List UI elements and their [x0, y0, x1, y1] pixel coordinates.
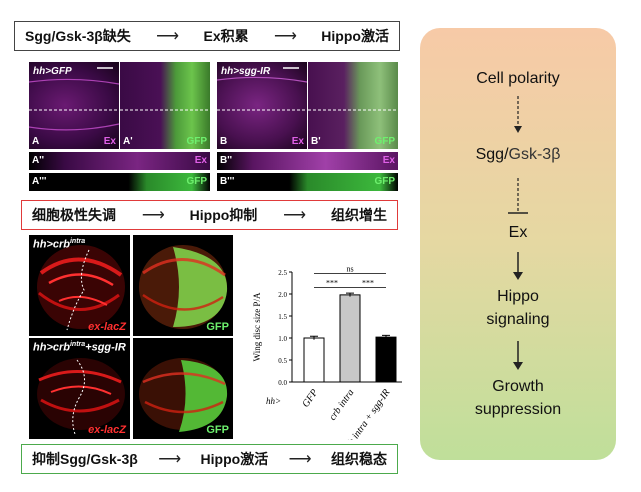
arrow-icon: ⟶	[273, 28, 297, 45]
panel-letter: A''	[32, 155, 44, 166]
section-strip-A3: A''' GFP	[29, 173, 210, 191]
channel-label: GFP	[206, 424, 229, 436]
panel-letter: B''	[220, 155, 232, 166]
panel-letter: A'''	[32, 176, 47, 187]
channel-label: Ex	[194, 155, 207, 166]
top-banner-mid: Ex积累	[203, 28, 249, 44]
panel-letter: A	[32, 136, 40, 147]
section-strip-A2: A'' Ex	[29, 152, 210, 170]
flow-step-hippo: Hippo	[497, 288, 539, 305]
section-strip-B3: B''' GFP	[217, 173, 398, 191]
flow-step-ex: Ex	[508, 224, 528, 241]
channel-label: GFP	[186, 176, 207, 187]
image-panel-crb-gfp: GFP	[133, 235, 233, 336]
y-tick-label: 0.0	[278, 379, 287, 387]
arrow-icon: ⟶	[283, 207, 306, 224]
flow-step-sgg: Sgg/Gsk-3β	[475, 146, 561, 163]
flow-step-cell-polarity: Cell polarity	[476, 70, 560, 87]
x-tick-label: GFP	[300, 387, 320, 409]
panel-letter: B'	[311, 136, 321, 147]
top-banner-cause: Sgg/Gsk-3β缺失	[25, 28, 131, 44]
genotype-label: hh>GFP	[33, 66, 72, 77]
channel-label: Ex	[291, 136, 304, 147]
y-tick-label: 1.5	[278, 313, 287, 321]
panel-letter: B	[220, 136, 228, 147]
bottom-banner-effect: 组织稳态	[330, 451, 387, 467]
bottom-banner: 抑制Sgg/Gsk-3β ⟶ Hippo激活 ⟶ 组织稳态	[21, 444, 398, 474]
significance-label: ns	[346, 264, 353, 273]
y-axis-label: Wing disc size P/A	[252, 292, 262, 361]
significance-label: ***	[362, 278, 374, 287]
genotype-label: hh>crbintra	[33, 238, 86, 251]
section-strip-B2: B'' Ex	[217, 152, 398, 170]
channel-label: Ex	[103, 136, 116, 147]
mid-banner-mid: Hippo抑制	[189, 207, 258, 223]
y-tick-label: 2.5	[278, 269, 287, 277]
x-tick-label: crb intra	[327, 387, 356, 422]
signaling-flow-diagram: Cell polarity Sgg/Gsk-3β Ex Hippo signal…	[420, 28, 616, 460]
arrow-icon: ⟶	[288, 451, 312, 468]
bottom-banner-mid: Hippo激活	[200, 451, 269, 467]
y-tick-label: 2.0	[278, 291, 287, 299]
image-panel-B1: B' GFP	[308, 62, 398, 149]
channel-label: GFP	[186, 136, 207, 147]
wing-disc-size-chart: 0.0 0.5 1.0 1.5 2.0 2.5 Wing disc size P/A GFP c…	[252, 264, 402, 440]
arrow-icon: ⟶	[156, 28, 179, 45]
top-banner: Sgg/Gsk-3β缺失 ⟶ Ex积累 ⟶ Hippo激活	[14, 21, 400, 51]
arrow-icon: ⟶	[158, 451, 181, 468]
flow-step-growth: Growth	[492, 378, 544, 395]
stain-label: ex-lacZ	[88, 321, 126, 333]
mid-banner-effect: 组织增生	[330, 207, 387, 223]
stain-label: ex-lacZ	[88, 424, 126, 436]
image-panel-crb-exlacz: hh>crbintra ex-lacZ	[29, 235, 130, 336]
image-panel-A1: A' GFP	[120, 62, 210, 149]
bar	[375, 336, 397, 383]
panel-letter: B'''	[220, 176, 235, 187]
image-panel-B: hh>sgg-IR B Ex	[217, 62, 307, 149]
arrow-icon: ⟶	[141, 207, 165, 224]
panel-letter: A'	[123, 136, 133, 147]
image-panel-A: hh>GFP A Ex	[29, 62, 119, 149]
y-tick-label: 1.0	[278, 335, 287, 343]
bar	[303, 337, 325, 383]
mid-banner: 细胞极性失调 ⟶ Hippo抑制 ⟶ 组织增生	[21, 200, 398, 230]
top-banner-effect: Hippo激活	[321, 28, 389, 44]
channel-label: GFP	[374, 136, 395, 147]
flow-step-suppression: suppression	[474, 401, 562, 418]
image-panel-crb-sgg-gfp: GFP	[133, 338, 233, 439]
genotype-label: hh>crbintra+sgg-IR	[33, 341, 126, 354]
x-prefix-label: hh>	[266, 396, 281, 406]
y-tick-label: 0.5	[278, 357, 287, 365]
channel-label: GFP	[206, 321, 229, 333]
channel-label: GFP	[374, 176, 395, 187]
image-panel-crb-sgg-exlacz: hh>crbintra+sgg-IR ex-lacZ	[29, 338, 130, 439]
channel-label: Ex	[382, 155, 395, 166]
bottom-banner-cause: 抑制Sgg/Gsk-3β	[32, 451, 138, 467]
genotype-label: hh>sgg-IR	[221, 66, 271, 77]
mid-banner-cause: 细胞极性失调	[32, 207, 116, 223]
significance-label: ***	[326, 278, 338, 287]
bar	[339, 294, 361, 383]
flow-step-signaling: signaling	[486, 311, 550, 328]
